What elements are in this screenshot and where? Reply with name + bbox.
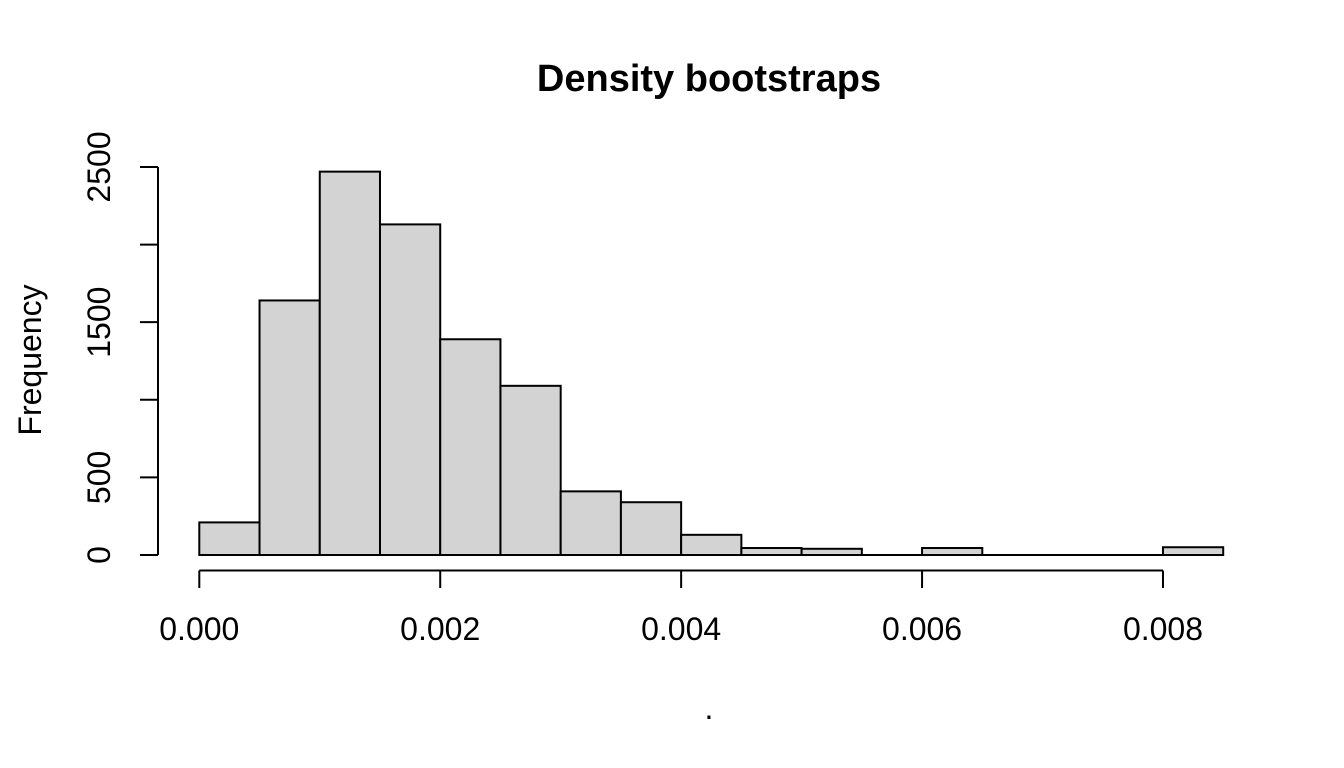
y-axis-label: Frequency xyxy=(12,284,48,435)
chart-title: Density bootstraps xyxy=(537,58,881,100)
histogram-bar xyxy=(499,384,562,556)
x-tick-label: 0.004 xyxy=(641,611,721,647)
y-tick-label: 1500 xyxy=(81,287,117,358)
x-tick-label: 0.002 xyxy=(400,611,480,647)
histogram-bar xyxy=(619,501,683,557)
x-tick-label: 0.008 xyxy=(1123,611,1203,647)
x-axis-label: . xyxy=(705,690,714,726)
histogram-bar xyxy=(740,547,803,557)
y-tick-label: 0 xyxy=(81,546,117,564)
histogram-bar xyxy=(559,490,622,556)
x-tick-label: 0.000 xyxy=(159,611,239,647)
x-tick-label: 0.006 xyxy=(882,611,962,647)
y-tick-label: 2500 xyxy=(81,131,117,202)
histogram-bar xyxy=(378,223,442,556)
histogram-bar xyxy=(680,533,743,556)
y-tick-label: 500 xyxy=(81,451,117,504)
histogram-bar xyxy=(258,299,321,556)
histogram-bar xyxy=(439,338,502,556)
histogram-bars xyxy=(198,170,1225,557)
histogram-bar xyxy=(800,547,863,557)
x-axis: 0.000 0.002 0.004 0.006 0.008 xyxy=(159,569,1203,647)
histogram-bar xyxy=(318,170,381,557)
histogram-bar xyxy=(1161,546,1225,557)
histogram-bar xyxy=(921,547,984,557)
histogram-bar xyxy=(198,521,261,556)
y-axis: 0 500 1500 2500 xyxy=(81,131,159,564)
